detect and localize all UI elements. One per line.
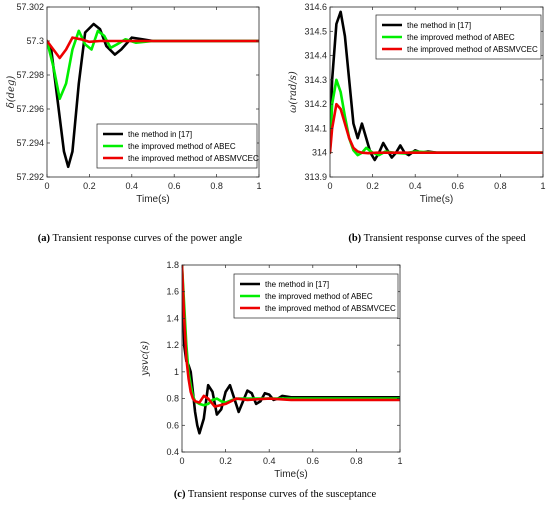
x-tick-label-b-2: 0.4 [409,181,422,191]
x-tick-label-b-1: 0.2 [366,181,379,191]
y-tick-label-b-0: 313.9 [304,172,327,182]
y-axis-label-b: ω(rad/s) [288,71,299,113]
y-tick-label-c-2: 0.8 [166,394,179,404]
chart-c: 0 0.2 0.4 0.6 0.8 1 0.4 0.6 0.8 1 1.2 1.4 1.6 1.8 Time… [140,260,403,500]
caption-text-b: Transient response curves of the speed [364,233,527,244]
legend-label-b-1: the improved method of ABEC [407,33,515,42]
x-tick-label-c-2: 0.4 [263,456,276,466]
plot-frame-a [46,6,260,178]
y-tick-label-b-1: 314 [312,148,327,158]
y-tick-label-c-3: 1 [174,367,179,377]
x-axis-label-a: Time(s) [136,194,170,205]
legend-label-c-1: the improved method of ABEC [265,292,373,301]
x-tick-label-b-5: 1 [540,181,545,191]
chart-a: 0 0.2 0.4 0.6 0.8 1 57.292 57.294 57.296 57.298 57… [6,2,262,244]
y-tick-label-c-6: 1.6 [166,287,179,297]
legend-label-b-2: the improved method of ABSMVCEC [407,45,538,54]
y-tick-label-b-5: 314.4 [304,51,327,61]
series-line-b-1 [330,78,543,157]
legend-label-a-0: the method in [17] [128,130,192,139]
x-tick-label-c-3: 0.6 [307,456,320,466]
y-tick-label-a-3: 57.298 [16,70,44,80]
legend-label-a-2: the improved method of ABSMVCEC [128,154,259,163]
y-axis-label-a: δ(deg) [6,76,17,109]
y-tick-label-b-2: 314.1 [304,123,327,133]
legend-label-c-0: the method in [17] [265,280,329,289]
legend-box-b [375,14,542,60]
caption-tag-a: (a) [38,233,51,244]
legend-label-c-2: the improved method of ABSMVCEC [265,304,396,313]
x-tick-label-c-5: 1 [397,456,402,466]
y-tick-label-b-7: 314.6 [304,2,327,12]
y-tick-label-a-4: 57.3 [26,36,44,46]
legend-label-a-1: the improved method of ABEC [128,142,236,151]
x-tick-label-a-5: 1 [256,181,261,191]
series-line-c-2 [182,265,400,408]
legend-box-c [233,273,399,319]
y-tick-label-a-2: 57.296 [16,104,44,114]
x-tick-label-a-1: 0.2 [83,181,96,191]
x-tick-label-b-3: 0.6 [452,181,465,191]
legend-label-b-0: the method in [17] [407,21,471,30]
y-tick-label-c-0: 0.4 [166,447,179,457]
series-line-b-2 [330,102,543,155]
legend-b: the method in [17] the improved method of… [375,14,542,60]
y-tick-label-a-0: 57.292 [16,172,44,182]
series-line-a-2 [47,36,259,60]
x-tick-label-a-3: 0.6 [168,181,181,191]
chart-b: 0 0.2 0.4 0.6 0.8 1 313.9 314 314.1 314.2 314.3 314… [288,2,546,244]
x-tick-label-a-4: 0.8 [210,181,223,191]
y-tick-label-b-3: 314.2 [304,99,327,109]
y-tick-label-c-7: 1.8 [166,260,179,270]
series-line-a-0 [47,22,259,169]
caption-text-c: Transient response curves of the suscept… [188,489,377,500]
y-axis-label-c: ysvc(s) [140,341,151,377]
plot-frame-c [181,264,401,453]
y-tick-label-b-6: 314.5 [304,26,327,36]
y-tick-label-c-4: 1.2 [166,340,179,350]
plot-frame-b [329,6,544,178]
legend-a: the method in [17] the improved method of… [96,123,259,169]
x-tick-label-c-4: 0.8 [350,456,363,466]
y-tick-label-c-1: 0.6 [166,420,179,430]
caption-c: (c) Transient response curves of the sus… [174,489,377,500]
y-tick-label-a-1: 57.294 [16,138,44,148]
caption-tag-b: (b) [348,233,361,244]
legend-c: the method in [17] the improved method of… [233,273,399,319]
y-tick-label-a-5: 57.302 [16,2,44,12]
x-tick-label-c-1: 0.2 [219,456,232,466]
caption-text-a: Transient response curves of the power a… [52,233,242,244]
caption-a: (a) Transient response curves of the pow… [38,233,243,244]
x-axis-label-b: Time(s) [420,194,454,205]
caption-tag-c: (c) [174,489,186,500]
legend-box-a [96,123,258,169]
y-tick-label-c-5: 1.4 [166,313,179,323]
y-tick-label-b-4: 314.3 [304,75,327,85]
x-tick-label-a-2: 0.4 [126,181,139,191]
x-tick-label-c-0: 0 [179,456,184,466]
x-tick-label-b-4: 0.8 [494,181,507,191]
x-axis-label-c: Time(s) [274,469,308,480]
x-tick-label-a-0: 0 [44,181,49,191]
x-tick-label-b-0: 0 [327,181,332,191]
caption-b: (b) Transient response curves of the spe… [348,233,526,244]
